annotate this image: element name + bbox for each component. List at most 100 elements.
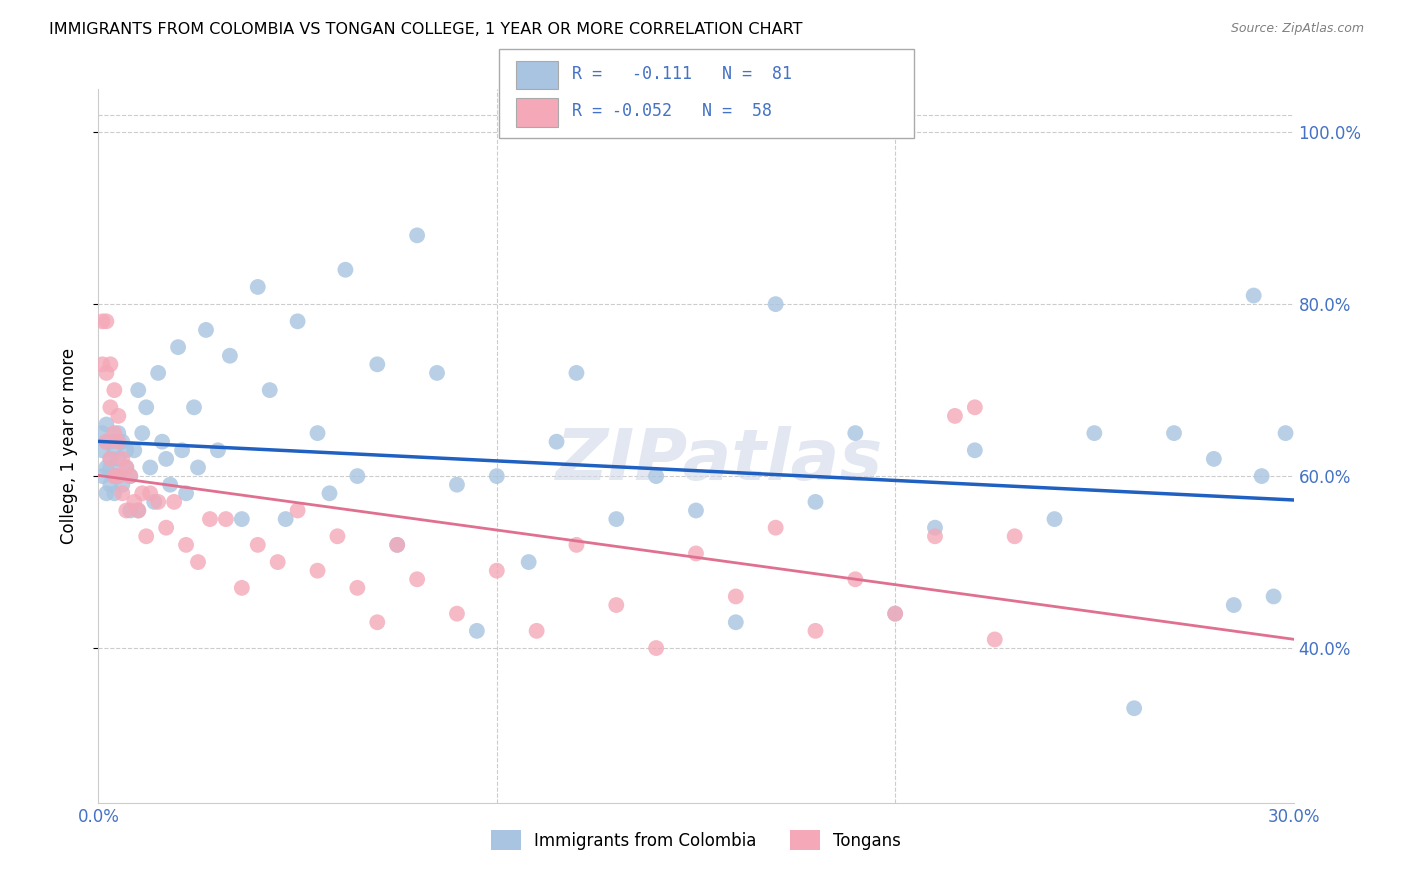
Point — [984, 632, 1007, 647]
Point — [96, 366, 118, 380]
Point — [103, 383, 125, 397]
Point — [765, 521, 787, 535]
Point — [1243, 288, 1265, 302]
Point — [139, 460, 162, 475]
Point — [163, 495, 186, 509]
Point — [765, 297, 787, 311]
Point — [96, 460, 118, 475]
Y-axis label: College, 1 year or more: College, 1 year or more — [59, 348, 77, 544]
Point — [98, 357, 122, 371]
Point — [135, 529, 157, 543]
Point — [844, 426, 866, 441]
Point — [183, 401, 205, 415]
Point — [565, 538, 588, 552]
Text: R =   -0.111   N =  81: R = -0.111 N = 81 — [572, 64, 792, 82]
Text: Source: ZipAtlas.com: Source: ZipAtlas.com — [1230, 22, 1364, 36]
Point — [148, 366, 170, 380]
Point — [326, 529, 349, 543]
Point — [645, 641, 668, 656]
Point — [98, 451, 122, 466]
Point — [546, 434, 568, 449]
Point — [287, 503, 309, 517]
Point — [107, 469, 129, 483]
Point — [167, 340, 190, 354]
Point — [111, 434, 134, 449]
Point — [426, 366, 449, 380]
Point — [150, 434, 173, 449]
Point — [111, 477, 134, 491]
Point — [1274, 426, 1296, 441]
Point — [148, 495, 170, 509]
Point — [115, 460, 138, 475]
Point — [685, 546, 707, 560]
Point — [198, 512, 221, 526]
Point — [127, 383, 149, 397]
Point — [207, 443, 229, 458]
Point — [143, 495, 166, 509]
Point — [135, 401, 157, 415]
Point — [1123, 701, 1146, 715]
Point — [485, 564, 508, 578]
Point — [174, 486, 197, 500]
Point — [307, 564, 329, 578]
Point — [115, 460, 138, 475]
Point — [307, 426, 329, 441]
Point — [131, 486, 153, 500]
Point — [139, 486, 162, 500]
Point — [1083, 426, 1105, 441]
Point — [1250, 469, 1272, 483]
Point — [187, 555, 209, 569]
Point — [131, 426, 153, 441]
Point — [943, 409, 966, 423]
Point — [155, 521, 177, 535]
Point — [215, 512, 238, 526]
Point — [127, 503, 149, 517]
Point — [98, 434, 122, 449]
Point — [884, 607, 907, 621]
Text: IMMIGRANTS FROM COLOMBIA VS TONGAN COLLEGE, 1 YEAR OR MORE CORRELATION CHART: IMMIGRANTS FROM COLOMBIA VS TONGAN COLLE… — [49, 22, 803, 37]
Point — [318, 486, 340, 500]
Point — [724, 590, 747, 604]
Point — [111, 451, 134, 466]
Point — [645, 469, 668, 483]
Point — [107, 434, 129, 449]
Point — [107, 451, 129, 466]
Point — [155, 451, 177, 466]
Point — [172, 443, 194, 458]
Point — [1263, 590, 1285, 604]
Point — [465, 624, 488, 638]
Point — [446, 607, 468, 621]
Point — [107, 409, 129, 423]
Point — [366, 615, 388, 630]
Point — [366, 357, 388, 371]
Point — [103, 443, 125, 458]
Point — [246, 538, 269, 552]
Point — [174, 538, 197, 552]
Legend: Immigrants from Colombia, Tongans: Immigrants from Colombia, Tongans — [482, 822, 910, 859]
Point — [107, 469, 129, 483]
Point — [267, 555, 290, 569]
Point — [685, 503, 707, 517]
Point — [195, 323, 218, 337]
Point — [724, 615, 747, 630]
Point — [115, 503, 138, 517]
Point — [406, 228, 429, 243]
Point — [98, 451, 122, 466]
Point — [103, 469, 125, 483]
Point — [287, 314, 309, 328]
Point — [963, 443, 986, 458]
Point — [98, 401, 122, 415]
Point — [98, 477, 122, 491]
Point — [526, 624, 548, 638]
Point — [120, 503, 142, 517]
Point — [219, 349, 242, 363]
Point — [91, 443, 114, 458]
Point — [1043, 512, 1066, 526]
Point — [111, 486, 134, 500]
Point — [924, 521, 946, 535]
Point — [446, 477, 468, 491]
Point — [91, 426, 114, 441]
Point — [231, 581, 253, 595]
Point — [96, 434, 118, 449]
Point — [91, 469, 114, 483]
